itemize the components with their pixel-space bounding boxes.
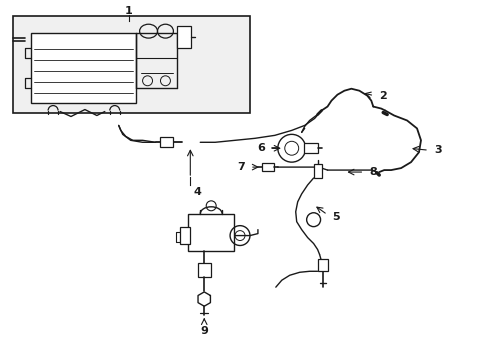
Text: 6: 6	[257, 143, 264, 153]
Bar	[180, 227, 190, 244]
Bar	[160, 137, 173, 147]
Bar	[317, 260, 327, 271]
Bar	[177, 26, 191, 48]
Bar	[303, 143, 317, 153]
Text: 7: 7	[237, 162, 244, 172]
Text: 4: 4	[193, 187, 201, 197]
Bar	[313, 164, 321, 178]
Bar	[188, 214, 234, 251]
Bar	[31, 33, 135, 103]
Bar	[262, 163, 273, 171]
Text: 2: 2	[379, 91, 386, 101]
Text: 5: 5	[332, 212, 340, 222]
Bar	[13, 16, 249, 113]
Text: 1: 1	[124, 6, 132, 16]
Text: 9: 9	[200, 326, 208, 336]
Text: 3: 3	[433, 145, 441, 155]
Text: 8: 8	[368, 167, 376, 177]
Bar	[198, 264, 211, 277]
